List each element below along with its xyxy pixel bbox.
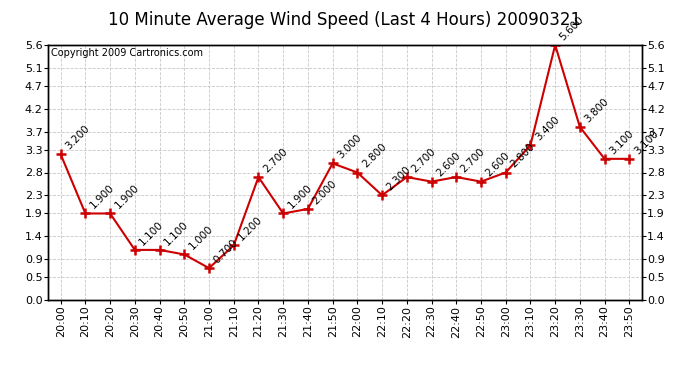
Text: 5.600: 5.600 — [558, 14, 586, 42]
Text: 2.600: 2.600 — [484, 151, 512, 179]
Text: 0.700: 0.700 — [212, 237, 239, 266]
Text: 3.100: 3.100 — [607, 128, 635, 156]
Text: 2.800: 2.800 — [509, 142, 537, 170]
Text: 1.900: 1.900 — [88, 183, 116, 211]
Text: 2.800: 2.800 — [360, 142, 388, 170]
Text: 1.100: 1.100 — [162, 219, 190, 247]
Text: 1.100: 1.100 — [137, 219, 166, 247]
Text: 2.600: 2.600 — [434, 151, 462, 179]
Text: 2.700: 2.700 — [410, 146, 437, 174]
Text: Copyright 2009 Cartronics.com: Copyright 2009 Cartronics.com — [51, 48, 204, 57]
Text: 3.800: 3.800 — [582, 96, 611, 124]
Text: 2.700: 2.700 — [459, 146, 487, 174]
Text: 3.200: 3.200 — [63, 123, 92, 152]
Text: 2.300: 2.300 — [385, 165, 413, 192]
Text: 1.200: 1.200 — [237, 214, 264, 243]
Text: 2.000: 2.000 — [310, 178, 339, 206]
Text: 3.400: 3.400 — [533, 114, 561, 142]
Text: 1.000: 1.000 — [187, 224, 215, 252]
Text: 3.100: 3.100 — [632, 128, 660, 156]
Text: 10 Minute Average Wind Speed (Last 4 Hours) 20090321: 10 Minute Average Wind Speed (Last 4 Hou… — [108, 11, 582, 29]
Text: 1.900: 1.900 — [113, 183, 141, 211]
Text: 1.900: 1.900 — [286, 183, 314, 211]
Text: 3.000: 3.000 — [335, 133, 364, 160]
Text: 2.700: 2.700 — [262, 146, 289, 174]
